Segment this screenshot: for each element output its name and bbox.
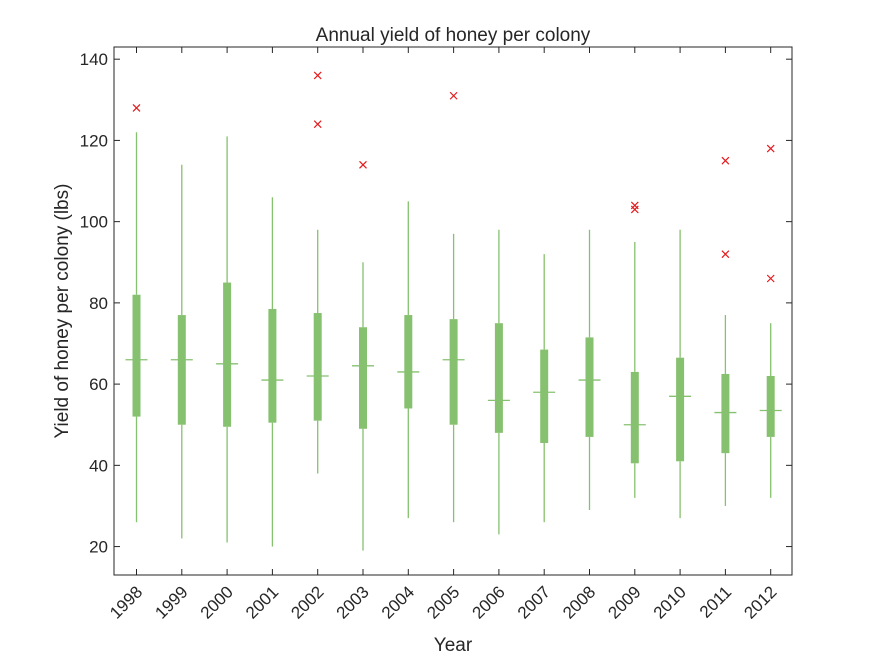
box: [404, 315, 413, 409]
y-tick-label: 80: [89, 294, 108, 313]
box: [676, 357, 685, 462]
box: [721, 373, 730, 454]
box: [359, 327, 367, 429]
box: [313, 313, 322, 421]
x-tick-label: 2008: [559, 582, 599, 622]
box: [177, 315, 186, 425]
y-tick-label: 20: [89, 538, 108, 557]
outlier-stroke: [313, 120, 322, 129]
outlier-marker: [630, 201, 639, 210]
outlier-marker: [313, 120, 322, 129]
outlier-stroke: [766, 144, 775, 153]
outlier-stroke: [630, 201, 639, 210]
x-tick-label: 2009: [604, 582, 644, 622]
y-tick-label: 60: [89, 375, 108, 394]
outlier-stroke: [721, 250, 730, 259]
box: [540, 349, 549, 443]
box: [223, 282, 232, 427]
box: [630, 371, 639, 464]
outlier-stroke: [449, 91, 458, 100]
x-tick-label: 2001: [242, 582, 282, 622]
outlier-marker: [766, 274, 775, 283]
boxes-layer: [125, 71, 782, 551]
outlier-stroke: [721, 156, 730, 165]
y-tick-label: 40: [89, 456, 108, 475]
y-tick-label: 100: [80, 213, 108, 232]
x-tick-label: 2002: [287, 582, 327, 622]
box: [268, 308, 277, 423]
outlier-marker: [721, 250, 730, 259]
outlier-marker: [766, 144, 775, 153]
box: [449, 319, 458, 425]
x-tick-label: 1998: [106, 582, 146, 622]
outlier-marker: [359, 160, 367, 169]
x-tick-label: 2012: [740, 582, 780, 622]
chart-title: Annual yield of honey per colony: [316, 25, 591, 46]
outlier-marker: [721, 156, 730, 165]
box: [494, 323, 503, 433]
x-tick-label: 2003: [333, 582, 373, 622]
y-tick-label: 140: [80, 50, 108, 69]
x-tick-label: 2010: [650, 582, 690, 622]
box: [766, 375, 775, 437]
x-tick-label: 2007: [514, 582, 554, 622]
outlier-marker: [313, 71, 322, 80]
outlier-stroke: [132, 103, 141, 112]
x-tick-label: 2006: [469, 582, 509, 622]
x-tick-label: 2000: [197, 582, 237, 622]
x-tick-label: 1999: [151, 582, 191, 622]
y-axis-label: Yield of honey per colony (lbs): [52, 184, 73, 439]
y-axis: 20 40 60 80 100 120 140: [80, 50, 792, 557]
x-axis-label: Year: [434, 635, 473, 656]
outlier-marker: [449, 91, 458, 100]
outlier-marker: [132, 103, 141, 112]
y-tick-label: 120: [80, 131, 108, 150]
x-tick-label: 2005: [423, 582, 463, 622]
box: [132, 294, 141, 417]
outlier-stroke: [359, 160, 367, 169]
x-tick-label: 2004: [378, 582, 418, 622]
x-tick-label: 2011: [696, 582, 735, 621]
box: [585, 337, 594, 437]
outlier-stroke: [766, 274, 775, 283]
outlier-stroke: [313, 71, 322, 80]
